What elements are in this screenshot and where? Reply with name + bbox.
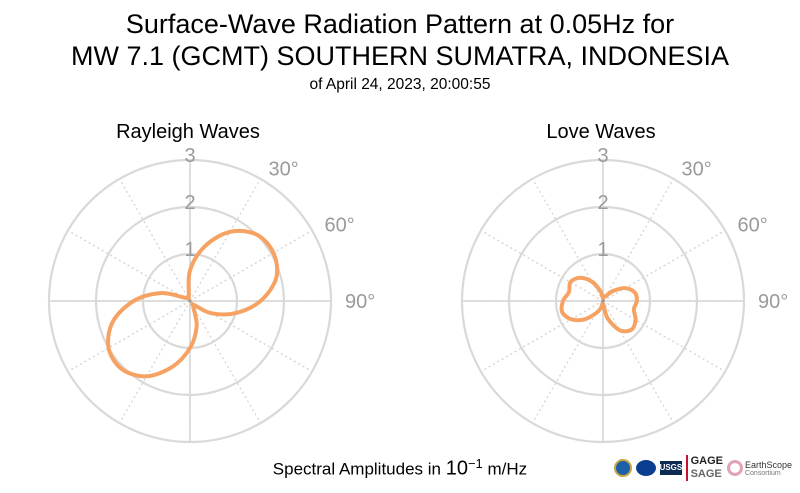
earthscope-logo: EarthScope Consortium bbox=[726, 459, 792, 477]
angle-tick-label: 30° bbox=[269, 158, 299, 180]
angular-gridline bbox=[189, 300, 313, 373]
angular-gridline bbox=[67, 229, 191, 302]
angular-gridline bbox=[480, 229, 604, 302]
radial-tick-label: 2 bbox=[597, 192, 608, 214]
angular-gridline bbox=[602, 300, 726, 373]
angle-tick-label: 60° bbox=[325, 215, 355, 237]
angular-gridline bbox=[480, 300, 604, 373]
sage-text: SAGE bbox=[690, 468, 722, 480]
angular-gridline bbox=[118, 178, 191, 302]
earthscope-ring-icon bbox=[726, 460, 743, 476]
angular-gridline bbox=[602, 178, 675, 302]
radial-gridline bbox=[554, 252, 652, 350]
polar-title: Rayleigh Waves bbox=[116, 121, 260, 143]
gage-text: GAGE bbox=[690, 455, 723, 467]
angle-tick-label: 90° bbox=[758, 291, 788, 313]
earthscope-text: EarthScope bbox=[744, 459, 792, 470]
angular-gridline bbox=[531, 300, 604, 424]
radial-gridline bbox=[507, 205, 699, 397]
angular-gridline bbox=[602, 229, 726, 302]
radiation-pattern-line bbox=[106, 228, 280, 379]
radial-gridline bbox=[47, 158, 333, 444]
radiation-pattern-line bbox=[559, 275, 639, 334]
angular-gridline bbox=[531, 178, 604, 302]
radial-tick-label: 1 bbox=[184, 239, 195, 261]
chart-title: Surface-Wave Radiation Pattern at 0.05Hz… bbox=[125, 9, 675, 39]
angular-gridline bbox=[189, 300, 262, 424]
angular-gridline bbox=[189, 178, 262, 302]
polar-chart-rayleigh: Rayleigh Waves 1 2 3 30° 60° 90° bbox=[47, 121, 375, 444]
radial-tick-label: 2 bbox=[184, 192, 195, 214]
unit-label-prefix: Spectral Amplitudes in bbox=[272, 459, 446, 479]
radial-tick-label: 3 bbox=[597, 145, 608, 167]
angular-gridline bbox=[67, 300, 191, 373]
radial-tick-label: 3 bbox=[184, 145, 195, 167]
origin-marker bbox=[188, 299, 192, 303]
angular-gridline bbox=[189, 229, 313, 302]
origin-marker bbox=[601, 299, 605, 303]
angle-tick-label: 60° bbox=[738, 215, 768, 237]
radial-gridline bbox=[460, 158, 746, 444]
nasa-logo-icon bbox=[635, 460, 656, 476]
amplitude-unit-label: Spectral Amplitudes in 10−1 m/Hz bbox=[0, 452, 800, 482]
polar-chart-love: Love Waves 1 2 3 30° 60° 90° bbox=[460, 121, 788, 444]
angular-gridline bbox=[118, 300, 191, 424]
radial-tick-label: 1 bbox=[597, 239, 608, 261]
chart-title-event: MW 7.1 (GCMT) SOUTHERN SUMATRA, INDONESI… bbox=[70, 41, 730, 71]
angle-tick-label: 90° bbox=[345, 291, 375, 313]
unit-label-exponent: −1 bbox=[467, 456, 483, 471]
usgs-logo: USGS bbox=[659, 461, 682, 475]
radial-gridline bbox=[94, 205, 286, 397]
nsf-logo-icon bbox=[613, 459, 632, 477]
gage-sage-logo: GAGE SAGE bbox=[685, 455, 723, 481]
angle-tick-label: 30° bbox=[682, 158, 712, 180]
unit-label-unit: m/Hz bbox=[482, 459, 528, 479]
chart-subtitle: of April 24, 2023, 20:00:55 bbox=[309, 76, 491, 93]
polar-title: Love Waves bbox=[546, 121, 655, 143]
angular-gridline bbox=[602, 300, 675, 424]
unit-label-base: 10 bbox=[445, 457, 468, 480]
sponsor-logos: USGS GAGE SAGE EarthScope Consortium bbox=[613, 450, 792, 486]
earthscope-sub-text: Consortium bbox=[744, 469, 781, 477]
